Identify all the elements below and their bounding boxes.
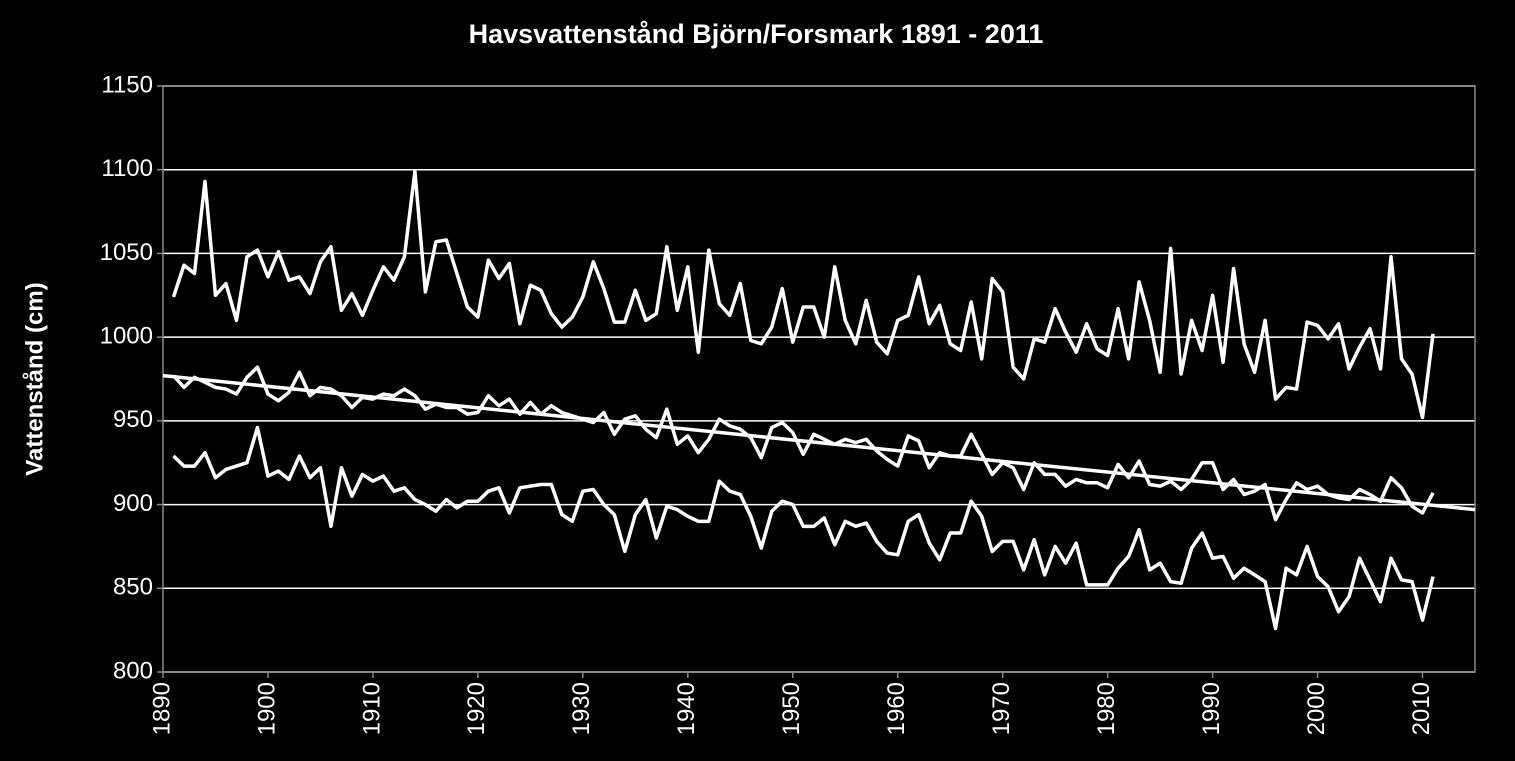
series-line — [172, 365, 1435, 522]
x-tick-label: 2000 — [1303, 682, 1330, 735]
y-tick-label: 1100 — [101, 155, 153, 182]
x-tick-label: 1960 — [883, 682, 910, 735]
series-line — [172, 425, 1435, 631]
x-tick-label: 2010 — [1408, 682, 1435, 735]
chart-title: Havsvattenstånd Björn/Forsmark 1891 - 20… — [469, 19, 1044, 49]
y-axis-label: Vattenstånd (cm) — [21, 282, 48, 475]
x-tick-label: 1970 — [988, 682, 1015, 735]
x-tick-label: 1980 — [1093, 682, 1120, 735]
series-line — [162, 373, 1476, 512]
y-tick-label: 800 — [113, 657, 153, 684]
x-tick-label: 1990 — [1198, 682, 1225, 735]
y-tick-label: 1050 — [100, 239, 153, 266]
x-tick-label: 1890 — [148, 682, 175, 735]
x-tick-label: 1900 — [253, 682, 280, 735]
x-tick-label: 1950 — [778, 682, 805, 735]
plot-border — [162, 85, 1476, 673]
series-line — [171, 169, 1435, 420]
x-tick-label: 1910 — [358, 682, 385, 735]
y-tick-label: 1000 — [100, 322, 153, 349]
x-tick-label: 1940 — [673, 682, 700, 735]
y-tick-label: 1150 — [101, 71, 153, 98]
x-tick-label: 1920 — [463, 682, 490, 735]
y-tick-label: 850 — [113, 574, 153, 601]
x-tick-label: 1930 — [568, 682, 595, 735]
y-tick-label: 900 — [113, 490, 153, 517]
y-tick-label: 950 — [113, 406, 153, 433]
